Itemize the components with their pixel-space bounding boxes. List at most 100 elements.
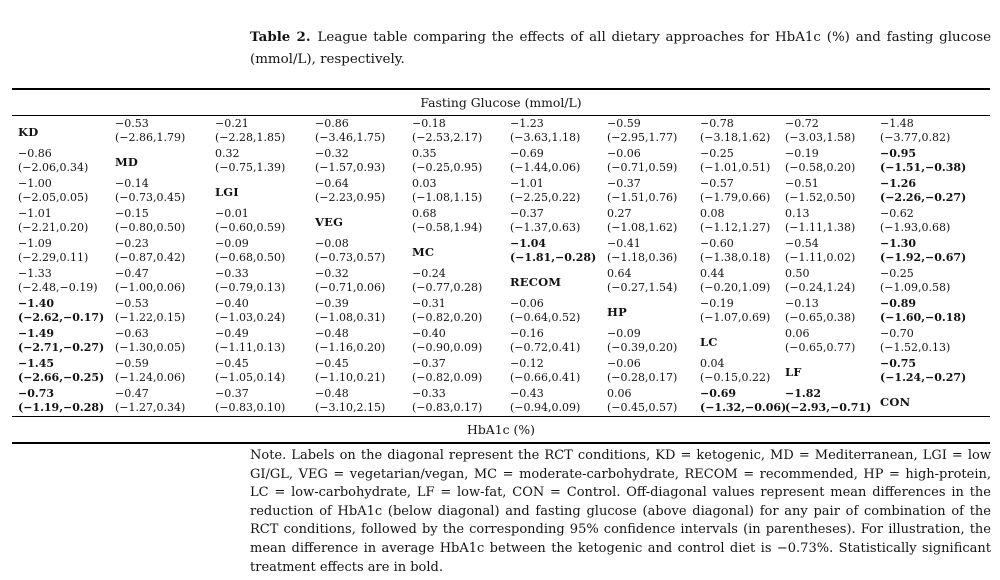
mean-difference: −0.09 xyxy=(607,327,641,340)
confidence-interval: (−1.09,0.58) xyxy=(880,281,951,294)
confidence-interval: (−1.11,0.02) xyxy=(785,251,856,264)
mean-difference: −0.33 xyxy=(412,387,446,400)
top-rule xyxy=(12,88,990,90)
confidence-interval: (−0.82,0.20) xyxy=(412,311,483,324)
mean-difference: −0.45 xyxy=(215,357,249,370)
confidence-interval: (−0.20,1.09) xyxy=(700,281,771,294)
matrix-cell-5-9: −0.25 (−1.09,0.58) xyxy=(874,266,990,296)
matrix-cell-1-6: −0.06 (−0.71,0.59) xyxy=(601,146,694,176)
matrix-cell-2-3: −0.64 (−2.23,0.95) xyxy=(309,176,406,206)
header-rule xyxy=(12,115,990,116)
confidence-interval: (−1.24,−0.27) xyxy=(880,371,967,384)
confidence-interval: (−1.37,0.63) xyxy=(510,221,581,234)
matrix-cell-9-0: −0.73 (−1.19,−0.28) xyxy=(12,386,109,416)
matrix-cell-7-2: −0.49 (−1.11,0.13) xyxy=(209,326,309,356)
confidence-interval: (−2.93,−0.71) xyxy=(785,401,872,414)
matrix-cell-1-9: −0.95 (−1.51,−0.38) xyxy=(874,146,990,176)
mean-difference: −0.86 xyxy=(18,147,52,160)
diagonal-label-md: MD xyxy=(109,146,209,176)
mean-difference: −0.49 xyxy=(215,327,249,340)
mean-difference: −0.59 xyxy=(115,357,149,370)
diagonal-label-lf: LF xyxy=(779,356,874,386)
confidence-interval: (−0.60,0.59) xyxy=(215,221,286,234)
confidence-interval: (−1.00,0.06) xyxy=(115,281,186,294)
bottom-rule xyxy=(12,442,990,444)
confidence-interval: (−1.52,0.13) xyxy=(880,341,951,354)
matrix-cell-1-2: 0.32 (−0.75,1.39) xyxy=(209,146,309,176)
mean-difference: −0.86 xyxy=(315,117,349,130)
matrix-cell-5-3: −0.32 (−0.71,0.06) xyxy=(309,266,406,296)
matrix-cell-5-6: 0.64 (−0.27,1.54) xyxy=(601,266,694,296)
confidence-interval: (−1.27,0.34) xyxy=(115,401,186,414)
mean-difference: −0.23 xyxy=(115,237,149,250)
confidence-interval: (−1.12,1.27) xyxy=(700,221,771,234)
matrix-cell-2-9: −1.26 (−2.26,−0.27) xyxy=(874,176,990,206)
matrix-cell-7-4: −0.40 (−0.90,0.09) xyxy=(406,326,504,356)
matrix-cell-9-5: −0.43 (−0.94,0.09) xyxy=(504,386,601,416)
matrix-cell-5-1: −0.47 (−1.00,0.06) xyxy=(109,266,209,296)
matrix-cell-9-8: −1.82 (−2.93,−0.71) xyxy=(779,386,874,416)
matrix-cell-0-8: −0.72 (−3.03,1.58) xyxy=(779,116,874,146)
confidence-interval: (−1.92,−0.67) xyxy=(880,251,967,264)
matrix-cell-5-8: 0.50 (−0.24,1.24) xyxy=(779,266,874,296)
confidence-interval: (−1.51,0.76) xyxy=(607,191,678,204)
mean-difference: −0.45 xyxy=(315,357,349,370)
matrix-cell-4-1: −0.23 (−0.87,0.42) xyxy=(109,236,209,266)
mean-difference: −0.06 xyxy=(607,357,641,370)
matrix-cell-0-7: −0.78 (−3.18,1.62) xyxy=(694,116,779,146)
matrix-cell-1-3: −0.32 (−1.57,0.93) xyxy=(309,146,406,176)
mean-difference: −0.40 xyxy=(215,297,249,310)
matrix-cell-8-0: −1.45 (−2.66,−0.25) xyxy=(12,356,109,386)
mean-difference: −0.47 xyxy=(115,387,149,400)
condition-label: LGI xyxy=(215,184,239,199)
confidence-interval: (−2.26,−0.27) xyxy=(880,191,967,204)
mean-difference: −0.19 xyxy=(785,147,819,160)
diagonal-label-mc: MC xyxy=(406,236,504,266)
mean-difference: 0.35 xyxy=(412,147,437,160)
confidence-interval: (−1.38,0.18) xyxy=(700,251,771,264)
confidence-interval: (−2.25,0.22) xyxy=(510,191,581,204)
matrix-cell-5-0: −1.33 (−2.48,−0.19) xyxy=(12,266,109,296)
matrix-cell-9-6: 0.06 (−0.45,0.57) xyxy=(601,386,694,416)
matrix-cell-9-1: −0.47 (−1.27,0.34) xyxy=(109,386,209,416)
diagonal-label-lgi: LGI xyxy=(209,176,309,206)
confidence-interval: (−0.94,0.09) xyxy=(510,401,581,414)
mean-difference: −1.49 xyxy=(18,327,55,340)
matrix-cell-8-5: −0.12 (−0.66,0.41) xyxy=(504,356,601,386)
confidence-interval: (−0.75,1.39) xyxy=(215,161,286,174)
condition-label: HP xyxy=(607,304,627,319)
mean-difference: −0.25 xyxy=(880,267,914,280)
confidence-interval: (−2.21,0.20) xyxy=(18,221,89,234)
matrix-cell-2-7: −0.57 (−1.79,0.66) xyxy=(694,176,779,206)
mean-difference: −0.40 xyxy=(412,327,446,340)
mean-difference: −0.51 xyxy=(785,177,819,190)
league-table: Fasting Glucose (mmol/L) KD −0.53 (−2.86,1… xyxy=(12,88,990,444)
matrix-cell-0-4: −0.18 (−2.53,2.17) xyxy=(406,116,504,146)
mean-difference: −0.41 xyxy=(607,237,641,250)
matrix-cell-4-2: −0.09 (−0.68,0.50) xyxy=(209,236,309,266)
confidence-interval: (−0.65,0.38) xyxy=(785,311,856,324)
mean-difference: −0.09 xyxy=(215,237,249,250)
mean-difference: −0.21 xyxy=(215,117,249,130)
confidence-interval: (−2.23,0.95) xyxy=(315,191,386,204)
mean-difference: −0.60 xyxy=(700,237,734,250)
mean-difference: −0.37 xyxy=(607,177,641,190)
matrix-cell-2-4: 0.03 (−1.08,1.15) xyxy=(406,176,504,206)
mean-difference: −0.08 xyxy=(315,237,349,250)
condition-label: KD xyxy=(18,124,39,139)
matrix-cell-7-3: −0.48 (−1.16,0.20) xyxy=(309,326,406,356)
mean-difference: −1.26 xyxy=(880,177,917,190)
mean-difference: −0.53 xyxy=(115,297,149,310)
matrix-cell-6-8: −0.13 (−0.65,0.38) xyxy=(779,296,874,326)
mean-difference: 0.06 xyxy=(785,327,810,340)
matrix-cell-3-6: 0.27 (−1.08,1.62) xyxy=(601,206,694,236)
mean-difference: −0.95 xyxy=(880,147,917,160)
matrix-cell-8-2: −0.45 (−1.05,0.14) xyxy=(209,356,309,386)
confidence-interval: (−0.73,0.45) xyxy=(115,191,186,204)
confidence-interval: (−1.79,0.66) xyxy=(700,191,771,204)
confidence-interval: (−1.10,0.21) xyxy=(315,371,386,384)
confidence-interval: (−0.64,0.52) xyxy=(510,311,581,324)
matrix-cell-4-5: −1.04 (−1.81,−0.28) xyxy=(504,236,601,266)
mean-difference: −1.30 xyxy=(880,237,917,250)
